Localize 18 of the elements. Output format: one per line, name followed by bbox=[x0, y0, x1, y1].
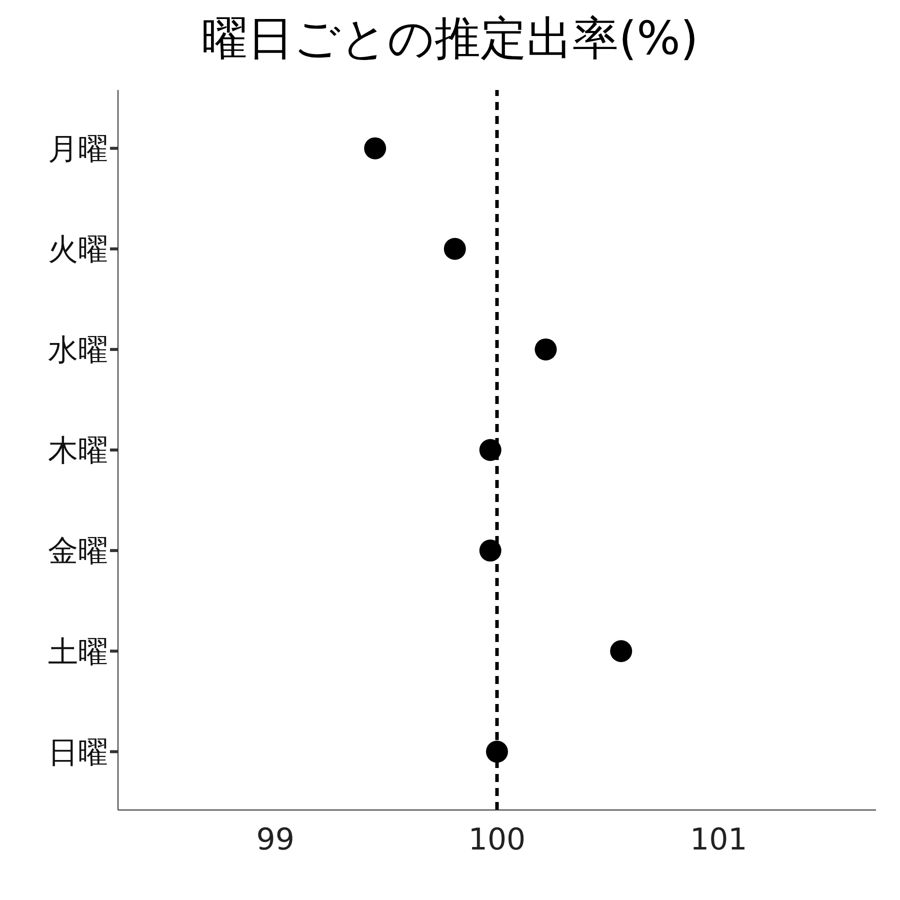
y-tick-label: 火曜 bbox=[48, 232, 108, 268]
y-tick-label: 月曜 bbox=[48, 132, 108, 167]
y-tick-label: 日曜 bbox=[48, 735, 108, 770]
y-tick-label: 木曜 bbox=[48, 434, 108, 469]
point bbox=[534, 338, 557, 360]
point bbox=[364, 137, 386, 160]
y-tick-label: 水曜 bbox=[48, 333, 108, 368]
y-tick-label: 土曜 bbox=[48, 634, 108, 670]
x-tick-label: 100 bbox=[468, 822, 526, 858]
x-tick-label: 99 bbox=[256, 822, 294, 858]
point bbox=[610, 640, 632, 662]
chart-title: 曜日ごとの推定出率(%) bbox=[200, 10, 700, 67]
x-tick-label: 101 bbox=[690, 822, 748, 858]
point bbox=[486, 740, 508, 763]
y-tick-label: 金曜 bbox=[48, 534, 108, 570]
point bbox=[444, 238, 466, 260]
point bbox=[479, 439, 502, 461]
point bbox=[479, 540, 502, 562]
